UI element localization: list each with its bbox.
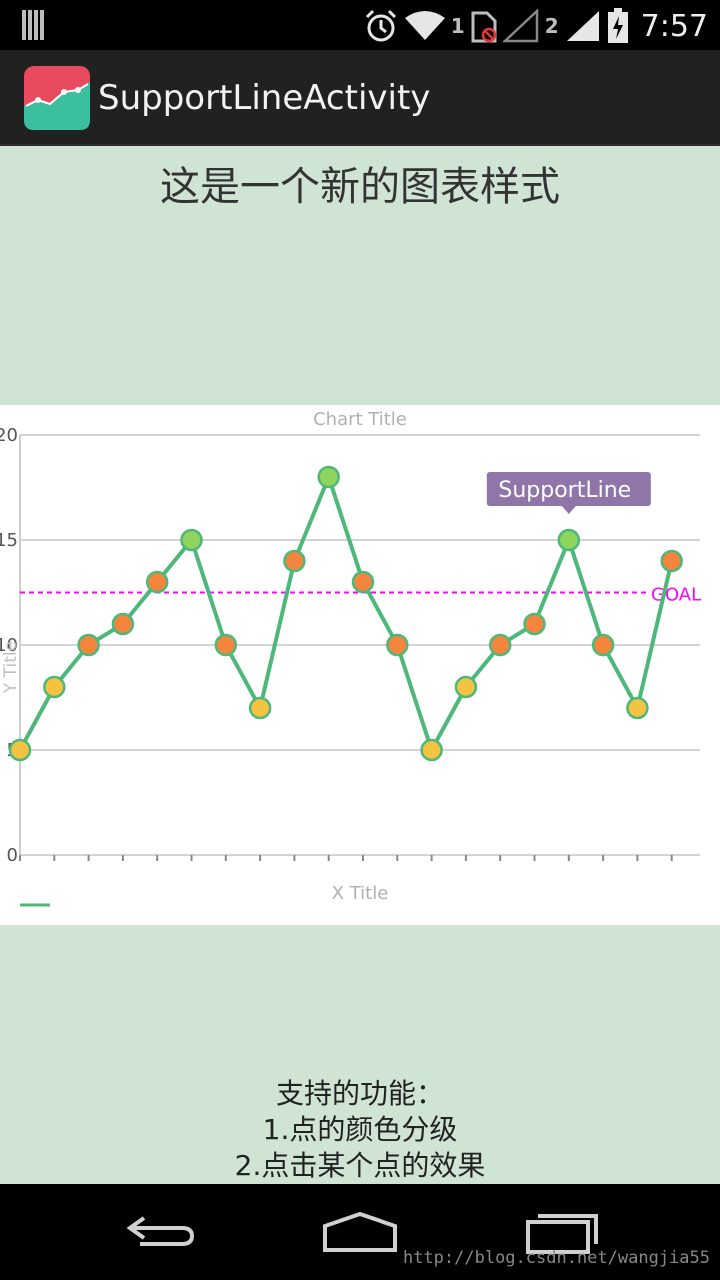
data-point[interactable] (660, 549, 683, 573)
data-point[interactable] (111, 612, 135, 636)
data-point[interactable] (557, 528, 581, 552)
feature-item-1: 1.点的颜色分级 (262, 1113, 458, 1146)
signal-empty-icon (502, 9, 538, 43)
data-point[interactable] (351, 570, 375, 594)
screen-title: SupportLineActivity (98, 78, 431, 118)
tooltip-arrow (561, 506, 576, 514)
watermark-url: http://blog.csdn.net/wangjia55 (402, 1248, 710, 1268)
support-line-tooltip: SupportLine (486, 472, 651, 514)
alarm-icon (365, 9, 396, 42)
data-point[interactable] (283, 549, 306, 573)
data-point[interactable] (180, 528, 203, 552)
back-icon[interactable] (120, 1206, 210, 1256)
data-point[interactable] (420, 738, 443, 762)
action-bar: SupportLineActivity (0, 50, 720, 146)
data-point[interactable] (386, 633, 409, 657)
wifi-icon (404, 11, 445, 40)
signal-icon (566, 11, 599, 41)
y-axis-title: Y Title (1, 641, 21, 694)
line-chart-app-icon[interactable] (24, 66, 90, 130)
y-tick-label: 20 (0, 425, 18, 446)
barcode-icon (22, 10, 44, 40)
tooltip-label: SupportLine (498, 478, 631, 503)
y-tick-label: 10 (0, 635, 18, 656)
data-point[interactable] (488, 633, 512, 657)
sim-slot-2-label: 2 (544, 14, 559, 38)
sim-slot-1-label: 1 (450, 14, 465, 38)
chart-title: Chart Title (313, 409, 407, 430)
x-axis-title: X Title (332, 883, 389, 904)
page-heading: 这是一个新的图表样式 (160, 164, 560, 210)
data-point[interactable] (317, 465, 340, 489)
data-point[interactable] (454, 675, 478, 699)
sim-disabled-icon (471, 11, 497, 43)
data-point[interactable] (43, 675, 66, 699)
data-point[interactable] (591, 633, 615, 657)
tooltip-box (486, 472, 651, 506)
status-bar: 1 2 7:57 (0, 0, 720, 50)
data-point[interactable] (214, 633, 238, 657)
y-tick-label: 0 (7, 845, 18, 866)
data-point[interactable] (626, 696, 649, 720)
series-line (18, 475, 674, 752)
support-line-label: GOAL (651, 585, 701, 606)
battery-charging-icon (607, 8, 628, 43)
home-icon[interactable] (315, 1206, 405, 1256)
clock: 7:57 (640, 8, 708, 44)
feature-item-2: 2.点击某个点的效果 (234, 1149, 486, 1182)
data-point[interactable] (248, 696, 272, 720)
data-point[interactable] (523, 612, 546, 636)
features-title: 支持的功能： (275, 1077, 444, 1110)
recents-icon[interactable] (520, 1206, 610, 1256)
y-tick-label: 15 (0, 530, 18, 551)
data-point[interactable] (77, 633, 100, 657)
features-text: 支持的功能： 1.点的颜色分级 2.点击某个点的效果 (0, 1076, 720, 1184)
data-point[interactable] (145, 570, 169, 594)
data-point[interactable] (8, 738, 32, 762)
navigation-bar: http://blog.csdn.net/wangjia55 (0, 1184, 720, 1280)
